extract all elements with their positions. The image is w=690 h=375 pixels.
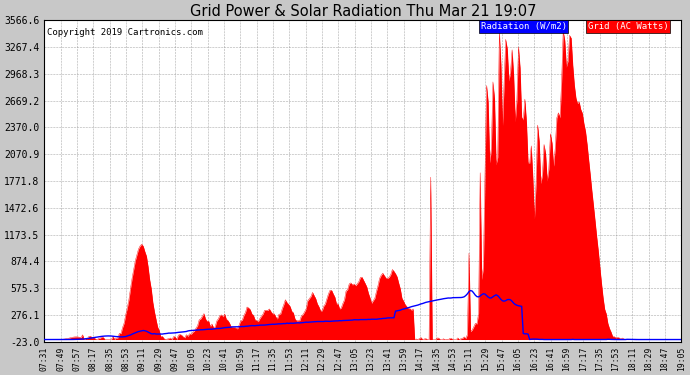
Text: Grid (AC Watts): Grid (AC Watts) [588,22,669,31]
Text: Radiation (W/m2): Radiation (W/m2) [481,22,566,31]
Title: Grid Power & Solar Radiation Thu Mar 21 19:07: Grid Power & Solar Radiation Thu Mar 21 … [190,4,536,19]
Text: Copyright 2019 Cartronics.com: Copyright 2019 Cartronics.com [48,28,204,38]
